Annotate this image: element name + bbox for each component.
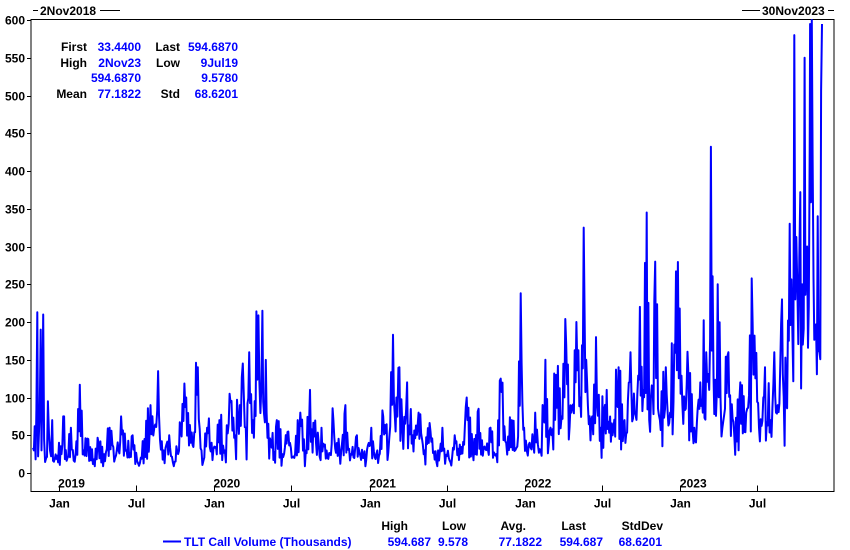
y-tick-label: 350	[5, 203, 25, 217]
x-tick-label: Jul	[594, 497, 611, 511]
legend-series-name: TLT Call Volume (Thousands)	[184, 535, 352, 549]
y-tick-label: 500	[5, 90, 25, 104]
stats-first-value: 33.4400	[98, 40, 142, 54]
legend-avg-value: 77.1822	[499, 535, 543, 549]
legend-high-value: 594.687	[388, 535, 432, 549]
stats-mean-value: 77.1822	[98, 87, 142, 101]
y-tick-label: 600	[5, 14, 25, 28]
y-tick-label: 450	[5, 127, 25, 141]
stats-first-label: First	[61, 40, 87, 54]
plot-frame	[30, 19, 835, 492]
x-year-label: 2020	[214, 477, 241, 491]
x-year-label: 2021	[369, 477, 396, 491]
legend-col-std: StdDev	[622, 519, 664, 533]
x-year-label: 2022	[525, 477, 552, 491]
stats-high-date: 2Nov23	[98, 56, 141, 70]
y-tick-label: 550	[5, 52, 25, 66]
stats-low-label: Low	[156, 56, 181, 70]
legend-col-last: Last	[561, 519, 586, 533]
range-start-label: 2Nov2018	[40, 4, 96, 18]
legend-col-high: High	[381, 519, 408, 533]
x-tick-label: Jul	[283, 497, 300, 511]
series-line-tlt-call-volume	[32, 19, 823, 468]
stats-std-value: 68.6201	[195, 87, 239, 101]
y-tick-label: 100	[5, 392, 25, 406]
x-tick-label: Jul	[128, 497, 145, 511]
y-axis: 0 50 100 150 200 250 300 350 400 450 500 550 600	[5, 14, 31, 481]
stats-std-label: Std	[161, 87, 180, 101]
y-tick-label: 200	[5, 316, 25, 330]
legend-std-value: 68.6201	[619, 535, 663, 549]
x-tick-label: Jan	[49, 497, 70, 511]
stats-high-label: High	[60, 56, 87, 70]
x-year-label: 2019	[58, 477, 85, 491]
y-tick-label: 400	[5, 165, 25, 179]
y-tick-label: 0	[18, 467, 25, 481]
stats-last-value: 594.6870	[188, 40, 238, 54]
range-end-label: 30Nov2023	[762, 4, 825, 18]
y-tick-label: 150	[5, 354, 25, 368]
x-axis: Jan Jul Jan Jul Jan Jul Jan Jul Jan Jul 2019 2020 20…	[49, 477, 766, 511]
legend-low-value: 9.578	[438, 535, 468, 549]
x-tick-label: Jul	[749, 497, 766, 511]
legend-col-low: Low	[442, 519, 467, 533]
x-tick-label: Jul	[439, 497, 456, 511]
x-tick-label: Jan	[670, 497, 691, 511]
legend-col-avg: Avg.	[500, 519, 526, 533]
stats-low-date: 9Jul19	[201, 56, 239, 70]
y-tick-label: 250	[5, 278, 25, 292]
legend-last-value: 594.687	[560, 535, 604, 549]
x-tick-label: Jan	[204, 497, 225, 511]
stats-box: First 33.4400 Last 594.6870 High 2Nov23 …	[56, 40, 238, 101]
y-tick-label: 50	[12, 429, 26, 443]
x-tick-label: Jan	[360, 497, 381, 511]
stats-last-label: Last	[155, 40, 180, 54]
stats-mean-label: Mean	[56, 87, 87, 101]
stats-low-value: 9.5780	[201, 71, 238, 85]
x-tick-label: Jan	[515, 497, 536, 511]
stats-high-value: 594.6870	[91, 71, 141, 85]
y-tick-label: 300	[5, 241, 25, 255]
legend: High Low Avg. Last StdDev TLT Call Volum…	[163, 519, 663, 549]
x-year-label: 2023	[680, 477, 707, 491]
